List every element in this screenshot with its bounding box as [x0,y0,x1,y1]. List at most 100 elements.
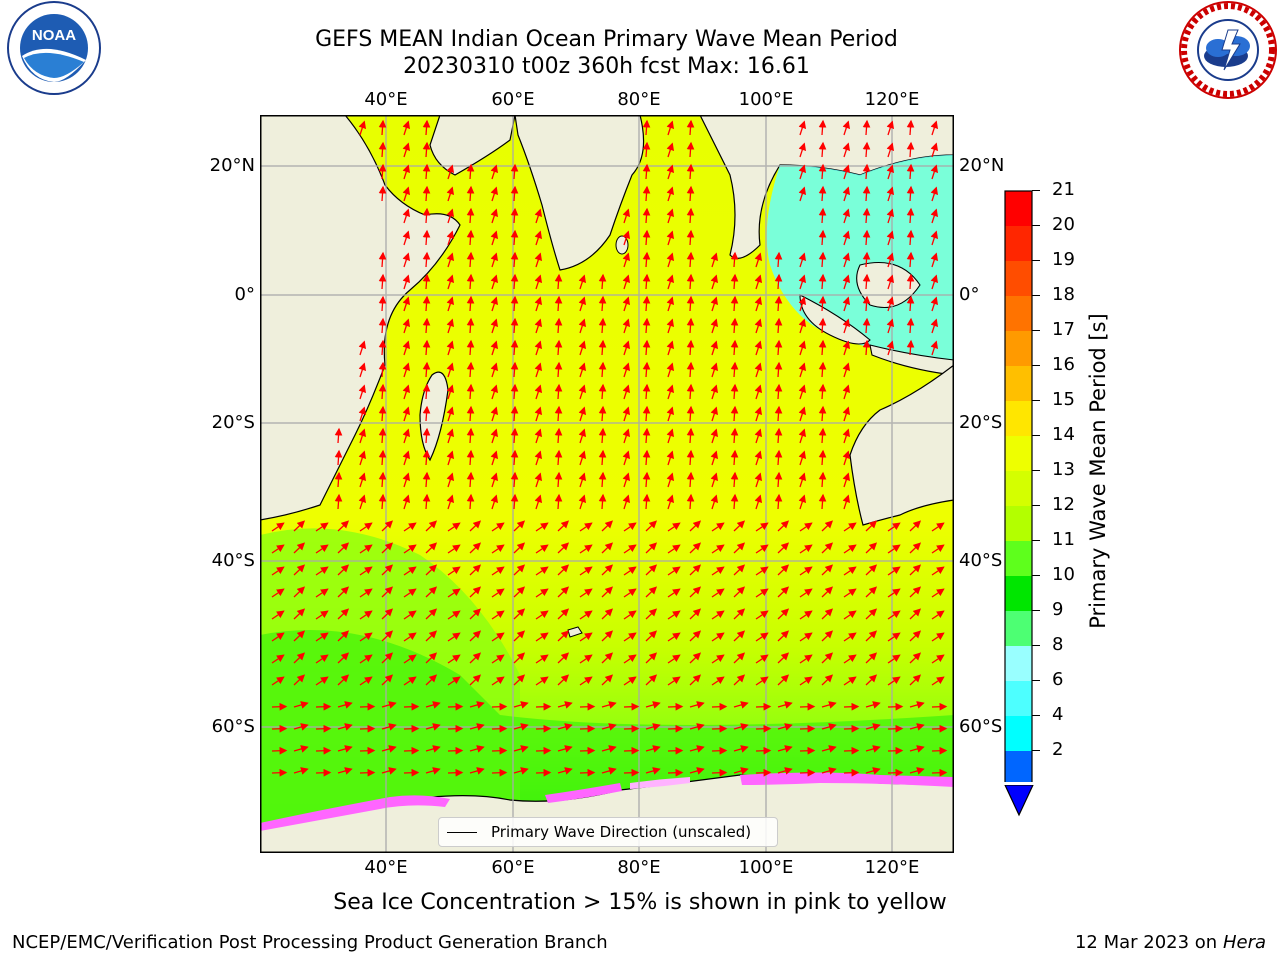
wave-direction-arrow [754,428,763,444]
wave-direction-arrow [337,608,350,620]
wave-direction-arrow [666,406,675,422]
wave-direction-arrow [358,428,367,444]
wave-direction-arrow [425,608,438,620]
wave-direction-arrow [359,544,373,554]
lat-tick-left: 60°S [211,716,255,737]
wave-direction-arrow [378,163,387,180]
wave-direction-arrow [686,427,695,444]
wave-direction-arrow [469,767,485,775]
wave-direction-arrow [906,273,915,290]
wave-direction-arrow [799,746,816,755]
wave-direction-arrow [513,767,529,775]
wave-direction-arrow [623,724,640,733]
wave-direction-arrow [402,142,411,158]
wave-direction-arrow [623,702,640,711]
wave-direction-arrow [909,674,922,686]
wave-direction-arrow [535,746,552,755]
wave-direction-arrow [598,295,607,312]
wave-direction-arrow [622,406,631,422]
colorbar-tick-label: 14 [1052,424,1075,445]
wave-direction-arrow [271,632,285,642]
wave-direction-arrow [271,746,288,755]
wave-direction-arrow [293,608,306,620]
wave-direction-arrow [818,141,827,158]
wave-direction-arrow [842,494,851,510]
wave-direction-arrow [774,339,783,356]
wave-direction-arrow [777,701,793,709]
land-australia [849,363,955,526]
wave-direction-arrow [754,252,763,268]
wave-direction-arrow [447,522,461,532]
wave-direction-arrow [469,745,485,753]
wave-direction-arrow [534,230,543,246]
wave-direction-arrow [271,768,288,777]
wave-direction-arrow [510,273,519,290]
lon-tick-top: 40°E [364,89,408,110]
wave-direction-arrow [909,723,925,731]
wave-direction-arrow [798,450,807,466]
wave-direction-arrow [666,318,675,334]
wave-direction-arrow [755,544,769,554]
legend-label: Primary Wave Direction (unscaled) [491,823,752,841]
wave-direction-arrow [425,701,441,709]
wave-direction-arrow [798,384,807,400]
colorbar-tick-label: 19 [1052,249,1075,270]
wave-direction-arrow [798,472,807,488]
wave-direction-arrow [402,472,411,488]
wave-direction-arrow [534,274,543,290]
wave-direction-arrow [381,630,394,642]
wave-direction-arrow [622,340,631,356]
wave-direction-arrow [930,340,939,356]
colorbar-tick-mark [1032,365,1040,366]
wave-direction-arrow [774,251,783,268]
wave-direction-arrow [710,384,719,400]
wave-direction-arrow [689,564,702,576]
wave-direction-arrow [469,520,482,532]
wave-direction-arrow [730,427,739,444]
wave-direction-arrow [557,767,573,775]
wave-direction-arrow [403,522,417,532]
credit-text: NCEP/EMC/Verification Post Processing Pr… [12,932,608,953]
wave-direction-arrow [798,252,807,268]
wave-direction-arrow [667,610,681,620]
wave-direction-arrow [710,340,719,356]
colorbar-segment [1005,261,1032,296]
wave-direction-arrow [909,630,922,642]
wave-direction-arrow [578,274,587,290]
wave-direction-arrow [293,542,306,554]
wave-direction-arrow [645,652,658,664]
wave-direction-arrow [666,296,675,312]
wave-direction-arrow [842,296,851,312]
wave-direction-arrow [887,676,901,686]
wave-direction-arrow [886,120,895,136]
wave-direction-arrow [315,702,332,711]
wave-direction-arrow [358,494,367,510]
wave-direction-arrow [422,471,431,488]
wave-direction-arrow [425,674,438,686]
wave-direction-arrow [422,185,431,202]
wave-direction-arrow [887,632,901,642]
wave-direction-arrow [557,674,570,686]
wave-direction-arrow [513,520,526,532]
wave-direction-arrow [466,295,475,312]
wave-direction-arrow [402,494,411,510]
wave-direction-arrow [886,252,895,268]
wave-direction-arrow [402,340,411,356]
wave-direction-arrow [799,702,816,711]
wave-direction-arrow [755,654,769,664]
wave-direction-arrow [557,723,573,731]
wave-direction-arrow [862,229,871,246]
wave-direction-arrow [931,610,945,620]
wave-direction-arrow [623,610,637,620]
wave-direction-arrow [491,544,505,554]
wave-direction-arrow [906,207,915,224]
wave-direction-arrow [446,252,455,268]
wave-direction-arrow [799,676,813,686]
wave-direction-arrow [271,588,285,598]
wave-direction-arrow [381,564,394,576]
wave-direction-arrow [359,702,376,711]
wave-direction-arrow [469,608,482,620]
lat-tick-left: 20°N [209,155,255,176]
wave-direction-arrow [777,767,793,775]
wave-direction-arrow [733,767,749,775]
